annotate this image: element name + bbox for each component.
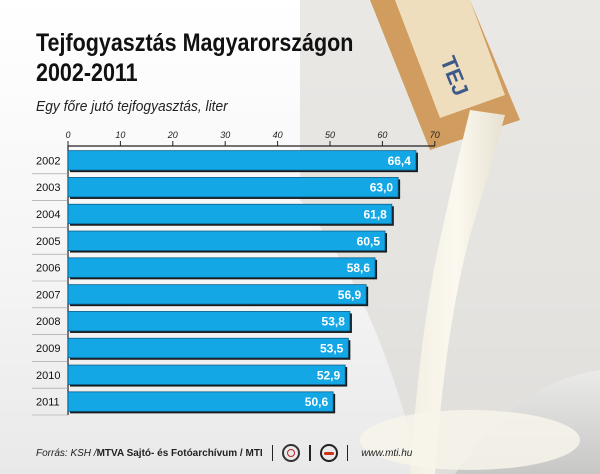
mtva-logo-icon [282, 444, 301, 462]
x-tick-label: 30 [220, 130, 230, 140]
chart-subtitle: Egy főre jutó tejfogyasztás, liter [36, 98, 228, 115]
milk-surface [360, 410, 580, 470]
title-line-2: 2002-2011 [36, 59, 138, 87]
bar [67, 203, 393, 225]
mti-logo-icon [319, 444, 338, 462]
value-label: 53,8 [322, 315, 346, 329]
milk-stream [410, 110, 505, 474]
category-label: 2002 [36, 155, 60, 167]
footer: Forrás: KSH / MTVA Sajtó- és Fotóarchívu… [36, 444, 412, 462]
divider [346, 445, 349, 461]
category-label: 2007 [36, 289, 60, 301]
category-label: 2005 [36, 236, 60, 248]
value-label: 60,5 [357, 234, 381, 248]
category-label: 2010 [36, 370, 60, 382]
x-tick-label: 10 [115, 130, 125, 140]
website-url: www.mti.hu [361, 447, 413, 459]
category-label: 2009 [36, 343, 60, 355]
value-label: 53,5 [320, 342, 344, 356]
bar [67, 150, 417, 171]
bar [67, 257, 376, 278]
bar [67, 284, 367, 305]
x-tick-label: 20 [167, 130, 178, 140]
credit-label: MTVA Sajtó- és Fotóarchívum / MTI [96, 447, 263, 459]
category-label: 2006 [36, 263, 60, 275]
milk-carton-face [395, 0, 505, 118]
value-label: 66,4 [388, 154, 412, 168]
bar [67, 177, 399, 198]
bar [67, 337, 349, 359]
value-label: 63,0 [370, 181, 394, 195]
value-label: 58,6 [347, 261, 371, 275]
value-label: 56,9 [338, 288, 362, 302]
bar [67, 230, 386, 251]
value-label: 61,8 [363, 208, 387, 222]
x-tick-label: 60 [377, 130, 387, 140]
category-label: 2003 [36, 182, 60, 194]
x-tick-label: 70 [430, 130, 440, 140]
bar [67, 364, 346, 385]
category-label: 2008 [36, 316, 60, 328]
category-label: 2004 [36, 209, 60, 221]
bar [67, 311, 351, 332]
source-label: Forrás: KSH / [36, 447, 97, 459]
x-tick-label: 0 [65, 130, 70, 140]
x-tick-label: 50 [325, 130, 335, 140]
divider [271, 445, 274, 461]
value-label: 52,9 [317, 368, 341, 382]
category-label: 2011 [36, 397, 60, 409]
divider [309, 445, 311, 461]
x-tick-label: 40 [273, 130, 283, 140]
bar [67, 391, 334, 412]
title-line-1: Tejfogyasztás Magyarországon [36, 29, 354, 57]
chart-title: Tejfogyasztás Magyarországon 2002-2011 [36, 28, 353, 88]
value-label: 50,6 [305, 395, 329, 409]
